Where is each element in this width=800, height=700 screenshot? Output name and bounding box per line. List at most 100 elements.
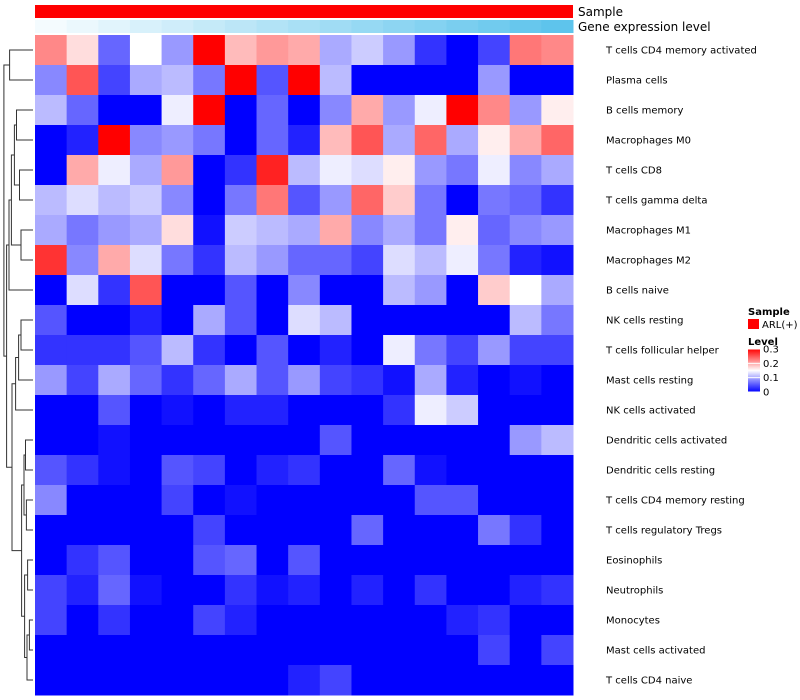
- heatmap-cell: [256, 395, 289, 426]
- heatmap-cell: [35, 65, 68, 96]
- heatmap-cell: [98, 665, 131, 696]
- annotation-bars: [35, 5, 574, 33]
- heatmap-cell: [224, 95, 258, 126]
- heatmap-cell: [98, 395, 131, 426]
- heatmap-cell: [509, 245, 542, 276]
- dendrogram-branch: [11, 383, 22, 552]
- heatmap-cell: [414, 485, 447, 516]
- heatmap-cell: [414, 425, 447, 456]
- heatmap-cell: [193, 155, 226, 186]
- legend-tick-label: 0.3: [763, 345, 779, 356]
- heatmap-cell: [446, 545, 479, 576]
- annotation-label-sample: Sample: [578, 5, 623, 19]
- heatmap-cell: [319, 455, 352, 486]
- heatmap-cell: [129, 455, 163, 486]
- heatmap-cell: [478, 395, 511, 426]
- heatmap-cell: [414, 665, 447, 696]
- heatmap-cell: [414, 275, 447, 306]
- heatmap-cell: [98, 515, 131, 546]
- heatmap-cell: [319, 395, 352, 426]
- heatmap-cells: [35, 35, 574, 696]
- heatmap-cell: [129, 275, 163, 306]
- heatmap-cell: [383, 635, 416, 666]
- heatmap-cell: [35, 485, 68, 516]
- dendrogram-branch: [16, 109, 33, 141]
- heatmap-cell: [161, 245, 194, 276]
- heatmap-cell: [256, 185, 289, 216]
- heatmap-cell: [383, 125, 416, 156]
- heatmap-cell: [256, 275, 289, 306]
- heatmap-cell: [256, 335, 289, 366]
- heatmap-cell: [256, 455, 289, 486]
- annotation-gene-expression-cell: [161, 20, 194, 33]
- heatmap-cell: [351, 215, 384, 246]
- heatmap-cell: [383, 155, 416, 186]
- heatmap-cell: [66, 65, 99, 96]
- heatmap-cell: [478, 245, 511, 276]
- heatmap-cell: [446, 275, 479, 306]
- heatmap-cell: [224, 215, 258, 246]
- heatmap-cell: [66, 395, 99, 426]
- heatmap-cell: [161, 575, 194, 606]
- heatmap-cell: [224, 605, 258, 636]
- legend-tick-label: 0.1: [763, 373, 779, 384]
- heatmap-cell: [288, 185, 321, 216]
- heatmap-cell: [66, 455, 99, 486]
- heatmap-cell: [351, 425, 384, 456]
- heatmap-cell: [66, 485, 99, 516]
- heatmap-cell: [319, 575, 352, 606]
- heatmap-cell: [193, 335, 226, 366]
- heatmap-cell: [161, 485, 194, 516]
- heatmap-cell: [319, 635, 352, 666]
- heatmap-cell: [224, 575, 258, 606]
- heatmap-cell: [35, 665, 68, 696]
- heatmap-cell: [98, 545, 131, 576]
- heatmap-cell: [66, 155, 99, 186]
- row-label: Dendritic cells resting: [606, 466, 715, 477]
- row-label: Neutrophils: [606, 586, 663, 597]
- heatmap-cell: [35, 395, 68, 426]
- heatmap-cell: [288, 215, 321, 246]
- heatmap-cell: [129, 185, 163, 216]
- heatmap-cell: [66, 545, 99, 576]
- heatmap-cell: [129, 35, 163, 66]
- heatmap-cell: [351, 125, 384, 156]
- heatmap-cell: [446, 245, 479, 276]
- heatmap-cell: [319, 95, 352, 126]
- heatmap-cell: [224, 155, 258, 186]
- row-label: B cells memory: [606, 106, 683, 117]
- heatmap-cell: [319, 665, 352, 696]
- heatmap-cell: [383, 515, 416, 546]
- heatmap-cell: [193, 575, 226, 606]
- heatmap-cell: [351, 635, 384, 666]
- heatmap-cell: [161, 365, 194, 396]
- heatmap-cell: [509, 95, 542, 126]
- heatmap-cell: [351, 485, 384, 516]
- heatmap-cell: [98, 215, 131, 246]
- heatmap-cell: [478, 515, 511, 546]
- heatmap-cell: [35, 35, 68, 66]
- heatmap-cell: [319, 35, 352, 66]
- dendrogram-branch: [20, 229, 33, 261]
- heatmap-cell: [478, 365, 511, 396]
- heatmap-cell: [541, 455, 574, 486]
- heatmap-cell: [35, 185, 68, 216]
- heatmap-cell: [446, 95, 479, 126]
- annotation-gene-expression-cell: [256, 20, 289, 33]
- heatmap-cell: [129, 485, 163, 516]
- heatmap-cell: [161, 515, 194, 546]
- heatmap-cell: [224, 245, 258, 276]
- annotation-gene-expression-cell: [383, 20, 416, 33]
- heatmap-cell: [224, 305, 258, 336]
- heatmap-cell: [541, 215, 574, 246]
- heatmap-cell: [414, 395, 447, 426]
- heatmap-cell: [509, 215, 542, 246]
- heatmap-cell: [161, 155, 194, 186]
- heatmap-cell: [478, 185, 511, 216]
- heatmap-cell: [446, 185, 479, 216]
- heatmap-cell: [66, 515, 99, 546]
- heatmap-cell: [478, 305, 511, 336]
- heatmap-cell: [288, 365, 321, 396]
- heatmap-cell: [319, 245, 352, 276]
- heatmap-cell: [351, 365, 384, 396]
